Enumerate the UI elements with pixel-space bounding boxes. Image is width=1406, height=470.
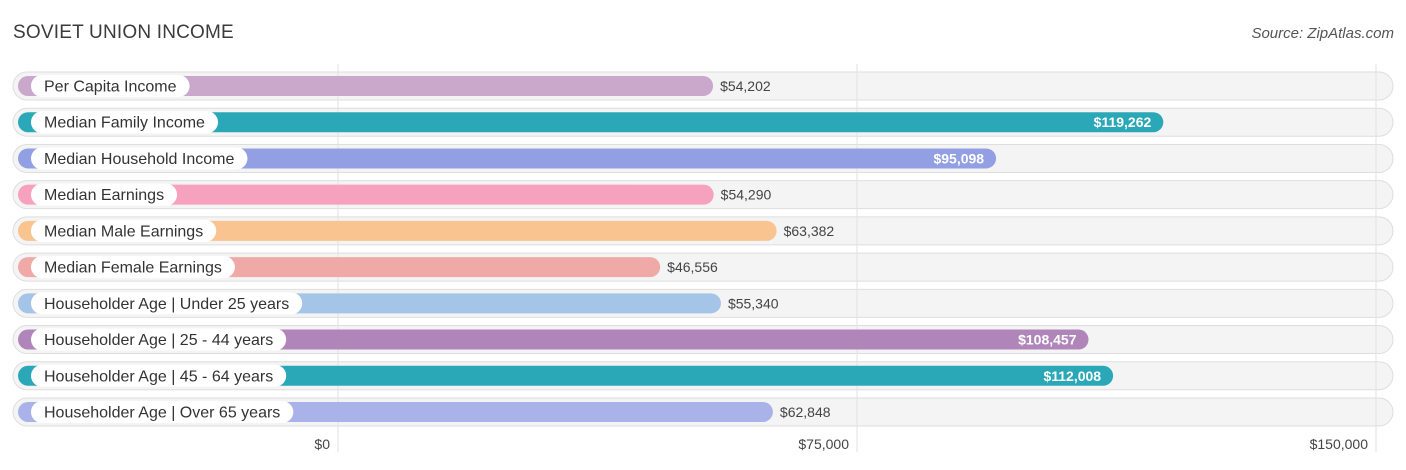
category-label: Householder Age | 45 - 64 years <box>44 368 273 385</box>
bar <box>18 112 1164 133</box>
value-label: $112,008 <box>1043 368 1101 384</box>
value-label: $54,202 <box>720 78 771 94</box>
category-label: Householder Age | 25 - 44 years <box>44 332 273 349</box>
category-label: Householder Age | Over 65 years <box>44 404 280 421</box>
value-label: $63,382 <box>784 223 835 239</box>
category-label-pill <box>31 364 287 387</box>
x-tick-label: $75,000 <box>798 436 849 452</box>
value-label: $46,556 <box>667 259 718 275</box>
category-label: Householder Age | Under 25 years <box>44 296 289 313</box>
chart-source: Source: ZipAtlas.com <box>1251 25 1394 42</box>
category-label-pill <box>31 75 190 97</box>
category-label: Median Family Income <box>44 115 205 132</box>
category-label-pill <box>31 256 235 279</box>
category-label: Median Earnings <box>44 187 164 204</box>
bar <box>18 76 714 96</box>
bar <box>18 148 997 169</box>
bar <box>18 365 1114 386</box>
bar <box>18 329 1089 350</box>
bar <box>18 184 714 205</box>
category-label: Median Female Earnings <box>44 260 222 277</box>
value-label: $55,340 <box>728 295 779 311</box>
category-label: Median Male Earnings <box>44 223 203 240</box>
category-label: Median Household Income <box>44 151 234 168</box>
value-label: $54,290 <box>721 187 772 203</box>
value-label: $108,457 <box>1018 332 1077 348</box>
category-label-pill <box>31 183 178 206</box>
category-label: Per Capita Income <box>44 79 177 96</box>
category-label-pill <box>31 111 219 134</box>
x-tick-label: $0 <box>314 436 330 452</box>
value-label: $95,098 <box>933 150 984 166</box>
chart-title: SOVIET UNION INCOME <box>13 22 234 43</box>
value-label: $62,848 <box>780 404 831 420</box>
category-label-pill <box>31 219 217 242</box>
category-label-pill <box>31 400 294 423</box>
bars: Per Capita Income $54,202 Median Family In… <box>18 75 1164 423</box>
x-tick-label: $150,000 <box>1310 436 1369 452</box>
category-label-pill <box>31 292 303 315</box>
category-label-pill <box>31 328 287 351</box>
category-label-pill <box>31 147 248 170</box>
value-label: $119,262 <box>1094 114 1152 130</box>
